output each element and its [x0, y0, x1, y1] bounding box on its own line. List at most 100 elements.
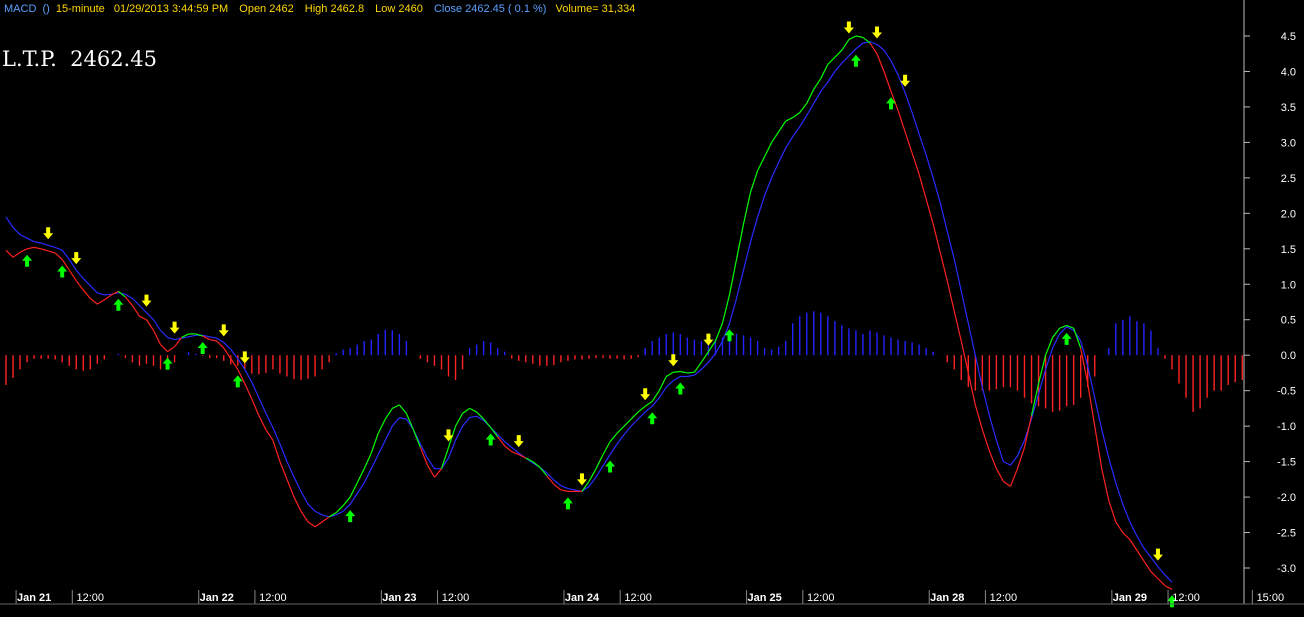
macd-line-segment	[897, 110, 906, 132]
macd-line-segment	[820, 64, 829, 79]
sell-arrow-icon	[1152, 548, 1163, 561]
macd-line-segment	[1129, 539, 1138, 551]
x-tick-label: Jan 22	[200, 592, 234, 604]
macd-line-segment	[1009, 468, 1019, 487]
macd-line-segment	[792, 112, 801, 119]
macd-line-segment	[279, 461, 288, 480]
svg-text:MACD () 15-minute: MACD () 15-minute 01/29/2013 3:44:59 PM …	[4, 3, 635, 15]
macd-line-segment	[778, 120, 787, 133]
macd-line-segment	[202, 335, 210, 341]
macd-line-segment	[1037, 355, 1047, 384]
macd-line-segment	[771, 131, 780, 143]
macd-line-segment	[111, 290, 119, 296]
macd-line-segment	[658, 376, 667, 391]
macd-line-segment	[841, 39, 850, 51]
y-tick-label: -2.0	[1277, 492, 1296, 504]
buy-arrow-icon	[162, 357, 173, 370]
y-tick-label: -1.0	[1277, 421, 1296, 433]
buy-arrow-icon	[1061, 332, 1072, 345]
macd-line-segment	[244, 383, 253, 400]
buy-arrow-icon	[647, 412, 658, 425]
header-high: High 2462.8	[305, 3, 364, 15]
header-volume: Volume= 31,334	[556, 3, 636, 15]
macd-line-segment	[932, 223, 941, 253]
y-tick-label: -2.5	[1277, 528, 1296, 540]
sell-arrow-icon	[640, 388, 651, 401]
sell-arrow-icon	[576, 473, 587, 486]
macd-line-segment	[152, 330, 162, 345]
macd-line-segment	[12, 251, 21, 258]
macd-line-segment	[939, 252, 948, 281]
macd-line-segment	[328, 512, 337, 518]
buy-arrow-icon	[886, 97, 897, 110]
macd-line-segment	[174, 337, 183, 348]
macd-line-segment	[223, 347, 232, 360]
y-tick-label: -1.5	[1277, 457, 1296, 469]
macd-line-segment	[518, 453, 527, 459]
macd-line-segment	[721, 294, 731, 324]
macd-line-segment	[1108, 500, 1117, 523]
macd-line-segment	[616, 425, 625, 434]
macd-line-segment	[490, 427, 499, 438]
header-open: Open 2462	[239, 3, 293, 15]
buy-arrow-icon	[22, 254, 33, 267]
macd-line-segment	[426, 464, 435, 478]
sell-arrow-icon	[43, 227, 54, 240]
macd-line-segment	[363, 452, 372, 469]
buy-arrow-icon	[113, 298, 124, 311]
macd-line-segment	[714, 323, 724, 342]
sell-arrow-icon	[169, 321, 180, 334]
macd-line-segment	[981, 429, 990, 452]
header-interval: 15-minute	[56, 3, 105, 15]
macd-line-segment	[440, 447, 450, 469]
macd-line-segment	[1003, 480, 1011, 487]
x-tick-label: 12:00	[624, 592, 652, 604]
buy-arrow-icon	[675, 382, 686, 395]
macd-line-segment	[97, 299, 105, 305]
macd-line-segment	[419, 447, 429, 466]
macd-line-segment	[82, 289, 91, 299]
sell-arrow-icon	[513, 435, 524, 448]
macd-line-segment	[167, 346, 175, 353]
macd-line-segment	[251, 398, 260, 416]
sell-arrow-icon	[218, 324, 229, 337]
buy-arrow-icon	[345, 510, 356, 523]
macd-line-segment	[630, 411, 639, 420]
macd-line-segment	[5, 249, 14, 258]
macd-line-segment	[61, 259, 70, 271]
macd-line-segment	[47, 250, 56, 254]
buy-arrow-icon	[232, 375, 243, 388]
macd-line-segment	[623, 418, 632, 427]
macd-line-segment	[890, 91, 899, 111]
macd-line-segment	[272, 440, 281, 462]
y-tick-label: 2.0	[1281, 208, 1296, 220]
y-tick-label: 3.5	[1281, 102, 1296, 114]
macd-line-segment	[651, 390, 660, 402]
macd-line-segment	[609, 432, 618, 443]
macd-line-segment	[384, 408, 393, 420]
x-tick-label: Jan 24	[565, 592, 600, 604]
buy-arrow-icon	[57, 265, 68, 278]
buy-arrow-icon	[1167, 595, 1177, 608]
macd-line-segment	[1059, 324, 1067, 329]
y-tick-label: -3.0	[1277, 563, 1296, 575]
macd-line-segment	[209, 339, 217, 342]
macd-line-segment	[827, 56, 836, 65]
x-tick-label: 15:00	[1257, 592, 1285, 604]
macd-line-segment	[392, 404, 400, 409]
macd-line-segment	[946, 280, 955, 312]
macd-line-segment	[799, 103, 808, 113]
x-tick-label: 12:00	[442, 592, 470, 604]
x-tick-label: Jan 21	[17, 592, 51, 604]
header-indicator: MACD	[4, 3, 36, 15]
macd-line-segment	[356, 468, 365, 484]
macd-line-segment	[40, 248, 49, 252]
sell-arrow-icon	[703, 333, 714, 346]
x-tick-label: 12:00	[259, 592, 287, 604]
macd-line-segment	[785, 117, 793, 122]
header-low: Low 2460	[375, 3, 423, 15]
macd-line-segment	[883, 71, 892, 92]
macd-line-segment	[1101, 468, 1110, 501]
macd-lines	[5, 35, 1173, 590]
